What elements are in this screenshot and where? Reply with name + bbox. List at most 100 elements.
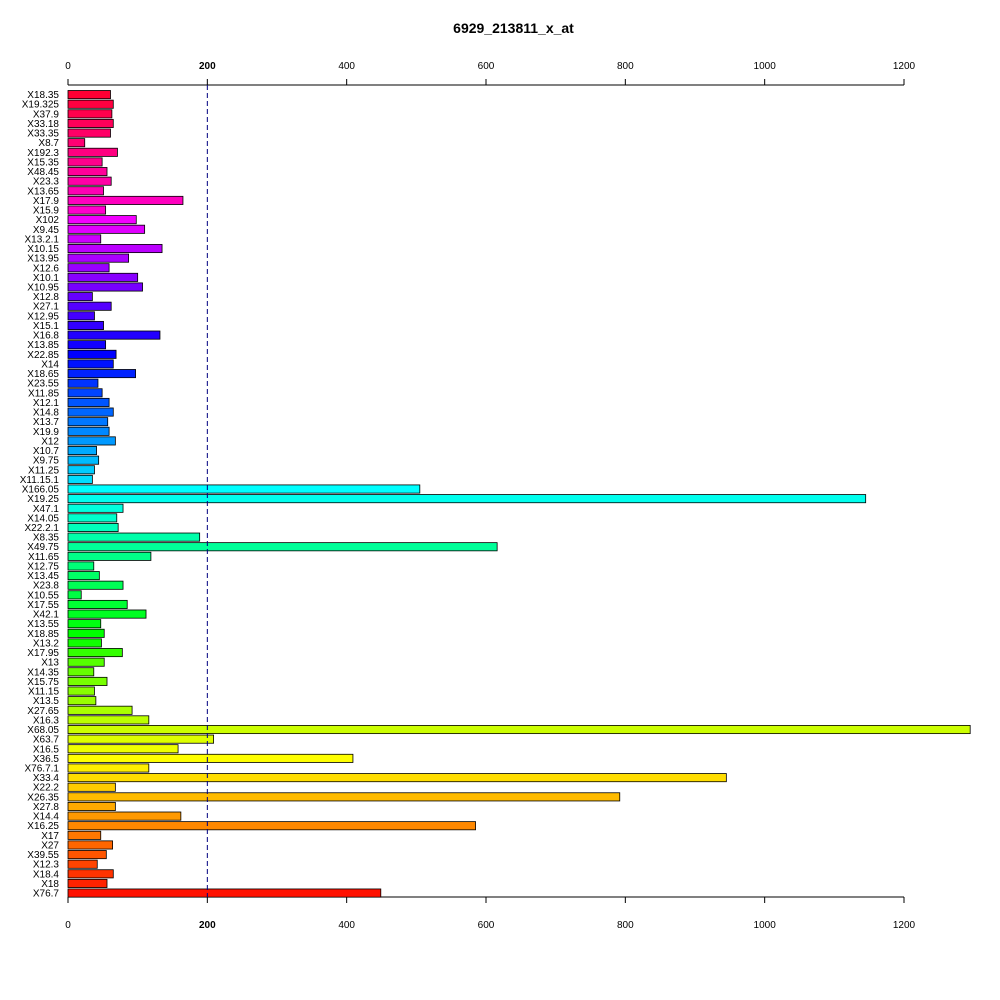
- bar: [67, 176, 112, 186]
- category-label: X33.18: [27, 119, 59, 130]
- bar: [67, 272, 139, 282]
- bar: [67, 763, 150, 773]
- bars: [67, 90, 971, 898]
- bar: [67, 878, 108, 888]
- category-label: X13.7: [33, 417, 60, 428]
- bar: [67, 830, 102, 840]
- category-label: X13.45: [27, 571, 59, 582]
- category-label: X14.35: [27, 667, 59, 678]
- bar: [67, 465, 95, 475]
- category-label: X23.8: [33, 581, 60, 592]
- category-label: X166.05: [22, 485, 60, 496]
- category-label: X13.2: [33, 638, 60, 649]
- bar: [67, 349, 117, 359]
- category-label: X13.85: [27, 340, 59, 351]
- bar: [67, 417, 109, 427]
- bar: [67, 638, 102, 648]
- category-label: X11.15: [28, 687, 59, 698]
- bar: [67, 599, 128, 609]
- category-label: X18.85: [27, 629, 59, 640]
- category-label: X17: [41, 831, 59, 842]
- category-label: X27.65: [27, 706, 59, 717]
- category-label: X11.25: [28, 465, 59, 476]
- x-tick-label: 200: [199, 61, 216, 72]
- category-label: X8.35: [33, 533, 60, 544]
- x-tick-label: 1200: [893, 61, 916, 72]
- category-label: X8.7: [38, 138, 59, 149]
- bar: [67, 542, 498, 552]
- bar: [67, 234, 102, 244]
- category-label: X13.55: [27, 619, 59, 630]
- category-label: X14.05: [27, 513, 59, 524]
- bar: [67, 657, 105, 667]
- bar: [67, 99, 114, 109]
- category-label: X19.325: [22, 100, 60, 111]
- bar: [67, 484, 421, 494]
- category-label: X23.3: [33, 177, 60, 188]
- bar: [67, 561, 95, 571]
- bar: [67, 821, 476, 831]
- category-label: X12.75: [27, 561, 59, 572]
- category-label: X16.25: [27, 821, 59, 832]
- bar: [67, 205, 107, 215]
- category-label: X9.75: [33, 456, 60, 467]
- bar: [67, 263, 110, 273]
- bar: [67, 340, 107, 350]
- bar: [67, 801, 116, 811]
- bar: [67, 147, 118, 157]
- category-label: X19.25: [27, 494, 59, 505]
- bar: [67, 811, 182, 821]
- chart-title: 6929_213811_x_at: [453, 20, 574, 36]
- bar: [67, 523, 119, 533]
- bar: [67, 118, 114, 128]
- bar: [67, 388, 103, 398]
- bar: [67, 253, 130, 263]
- category-label: X12.8: [33, 292, 60, 303]
- category-label: X37.9: [33, 109, 60, 120]
- category-label: X14.4: [33, 812, 60, 823]
- x-axis-top: 0 200 400 600 800 1000 1200: [65, 61, 916, 86]
- bar: [67, 195, 184, 205]
- category-label: X12.3: [33, 860, 60, 871]
- category-label: X27: [41, 840, 59, 851]
- bar: [67, 455, 100, 465]
- bar: [67, 224, 146, 234]
- bar: [67, 676, 108, 686]
- category-label: X192.3: [27, 148, 59, 159]
- category-label: X39.55: [27, 850, 59, 861]
- category-label: X14: [41, 359, 59, 370]
- category-label: X10.95: [27, 283, 59, 294]
- bar: [67, 90, 111, 100]
- bar: [67, 580, 124, 590]
- category-label: X18.65: [27, 369, 59, 380]
- bar: [67, 138, 86, 148]
- category-label: X47.1: [33, 504, 60, 515]
- category-label: X33.4: [33, 773, 60, 784]
- bar: [67, 744, 179, 754]
- bar: [67, 311, 95, 321]
- category-label: X13.5: [33, 696, 60, 707]
- category-label: X13.65: [27, 186, 59, 197]
- category-label: X27.1: [33, 302, 60, 313]
- category-label: X33.35: [27, 129, 59, 140]
- category-label: X18.35: [27, 90, 59, 101]
- bar: [67, 215, 137, 225]
- bar: [67, 157, 103, 167]
- category-label: X17.9: [33, 196, 60, 207]
- x-tick-label: 600: [478, 920, 495, 931]
- category-label: X10.7: [33, 446, 60, 457]
- bar: [67, 426, 110, 436]
- category-label: X11.85: [28, 388, 59, 399]
- x-tick-label: 0: [65, 920, 71, 931]
- category-label: X76.7: [33, 889, 60, 900]
- category-label: X11.65: [28, 552, 59, 563]
- category-label: X68.05: [27, 725, 59, 736]
- bar: [67, 186, 104, 196]
- category-label: X10.55: [27, 590, 59, 601]
- bar: [67, 359, 114, 369]
- bar: [67, 859, 98, 869]
- category-label: X17.55: [27, 600, 59, 611]
- x-tick-label: 1000: [754, 920, 777, 931]
- category-label: X102: [36, 215, 60, 226]
- category-label: X13.2.1: [25, 234, 60, 245]
